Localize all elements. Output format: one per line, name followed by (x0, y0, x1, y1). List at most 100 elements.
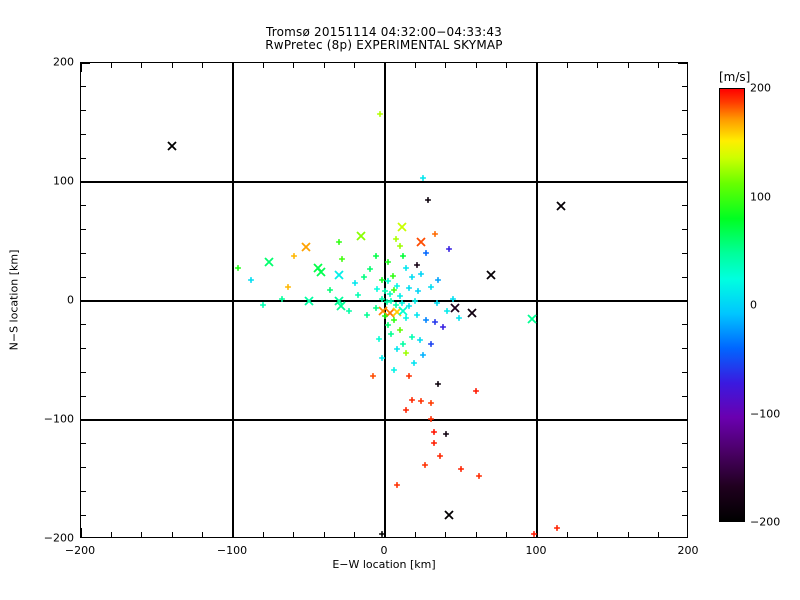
data-point-plus-marker (394, 282, 401, 289)
x-axis-tick (141, 63, 143, 68)
x-axis-tick (232, 528, 234, 537)
data-point-plus-marker (430, 439, 437, 446)
y-axis-tick (81, 419, 90, 421)
data-point-x-marker (300, 242, 311, 253)
data-point-plus-marker (435, 276, 442, 283)
data-point-plus-marker (369, 372, 376, 379)
x-axis-tick (505, 63, 508, 68)
data-point-plus-marker (389, 273, 396, 280)
data-point-plus-marker (372, 305, 379, 312)
x-axis-tick (141, 532, 143, 537)
x-axis-tick (597, 532, 599, 537)
data-point-plus-marker (397, 243, 404, 250)
y-axis-tick (81, 490, 86, 493)
data-point-plus-marker (377, 111, 384, 118)
x-axis-title: E−W location [km] (332, 558, 436, 571)
x-axis-tick (566, 532, 569, 537)
x-axis-tick (505, 532, 508, 537)
data-point-plus-marker (400, 340, 407, 347)
data-point-plus-marker (423, 317, 430, 324)
x-axis-tick (384, 528, 386, 537)
x-axis-tick (445, 63, 447, 68)
data-point-plus-marker (415, 288, 422, 295)
y-axis-tick (678, 63, 687, 64)
data-point-plus-marker (403, 264, 410, 271)
y-axis-tick (81, 300, 90, 302)
chart-title: Tromsø 20151114 04:32:00−04:33:43 RwPret… (80, 26, 688, 52)
data-point-plus-marker (418, 270, 425, 277)
y-axis-tick (81, 395, 86, 397)
x-tick-label: −200 (64, 544, 96, 557)
colorbar-tick-label: 100 (750, 190, 771, 203)
data-point-x-marker (449, 303, 460, 314)
data-point-plus-marker (392, 301, 399, 308)
y-axis-tick (81, 514, 86, 516)
data-point-plus-marker (336, 238, 343, 245)
data-point-x-marker (396, 222, 407, 233)
y-axis-tick (682, 86, 687, 88)
data-point-plus-marker (421, 462, 428, 469)
x-axis-tick (323, 63, 325, 68)
data-point-x-marker (443, 510, 454, 521)
data-point-plus-marker (432, 231, 439, 238)
data-point-plus-marker (418, 397, 425, 404)
y-axis-tick (678, 300, 687, 302)
x-axis-tick (201, 63, 204, 68)
y-axis-tick (81, 133, 86, 136)
data-point-plus-marker (345, 307, 352, 314)
y-axis-tick (81, 252, 86, 255)
data-point-x-marker (167, 141, 178, 152)
data-point-plus-marker (439, 324, 446, 331)
data-point-plus-marker (394, 482, 401, 489)
y-axis-tick (678, 419, 687, 421)
gridline-horizontal (81, 419, 687, 421)
x-tick-label: 100 (525, 544, 547, 557)
data-point-plus-marker (260, 301, 267, 308)
y-axis-tick (81, 157, 86, 159)
plot-area (81, 63, 687, 537)
y-axis-tick (682, 252, 687, 255)
x-axis-tick (262, 63, 265, 68)
y-axis-tick (682, 276, 687, 278)
data-point-x-marker (486, 269, 497, 280)
data-point-plus-marker (394, 345, 401, 352)
data-point-plus-marker (476, 472, 483, 479)
gridline-horizontal (81, 181, 687, 183)
x-axis-tick (445, 532, 447, 537)
x-tick-label: 0 (380, 544, 388, 557)
data-point-plus-marker (360, 274, 367, 281)
data-point-plus-marker (397, 293, 404, 300)
data-point-x-marker (313, 262, 324, 273)
data-point-plus-marker (409, 333, 416, 340)
data-point-plus-marker (436, 452, 443, 459)
x-axis-tick (171, 532, 173, 537)
data-point-plus-marker (413, 262, 420, 269)
plot-frame (80, 62, 688, 538)
data-point-plus-marker (432, 319, 439, 326)
x-axis-tick (475, 63, 477, 68)
data-point-plus-marker (406, 302, 413, 309)
data-point-plus-marker (403, 350, 410, 357)
x-axis-tick (323, 532, 325, 537)
y-tick-label: −200 (43, 531, 74, 545)
data-point-plus-marker (445, 245, 452, 252)
data-point-x-marker (398, 305, 409, 316)
data-point-plus-marker (392, 236, 399, 243)
y-axis-tick (682, 205, 687, 207)
data-point-plus-marker (284, 283, 291, 290)
data-point-plus-marker (339, 256, 346, 263)
x-axis-tick (171, 63, 173, 68)
x-axis-tick (414, 532, 417, 537)
y-axis-tick (682, 157, 687, 159)
data-point-plus-marker (400, 252, 407, 259)
gridline-vertical (232, 63, 234, 537)
data-point-plus-marker (410, 359, 417, 366)
data-point-plus-marker (409, 396, 416, 403)
y-axis-tick (678, 181, 687, 183)
colorbar: 200 100 0 −100 −200 (719, 82, 780, 529)
data-point-plus-marker (327, 287, 334, 294)
x-axis-tick (627, 63, 629, 68)
data-point-plus-marker (388, 331, 395, 338)
y-axis-tick (682, 109, 687, 112)
y-axis-tick (682, 490, 687, 493)
